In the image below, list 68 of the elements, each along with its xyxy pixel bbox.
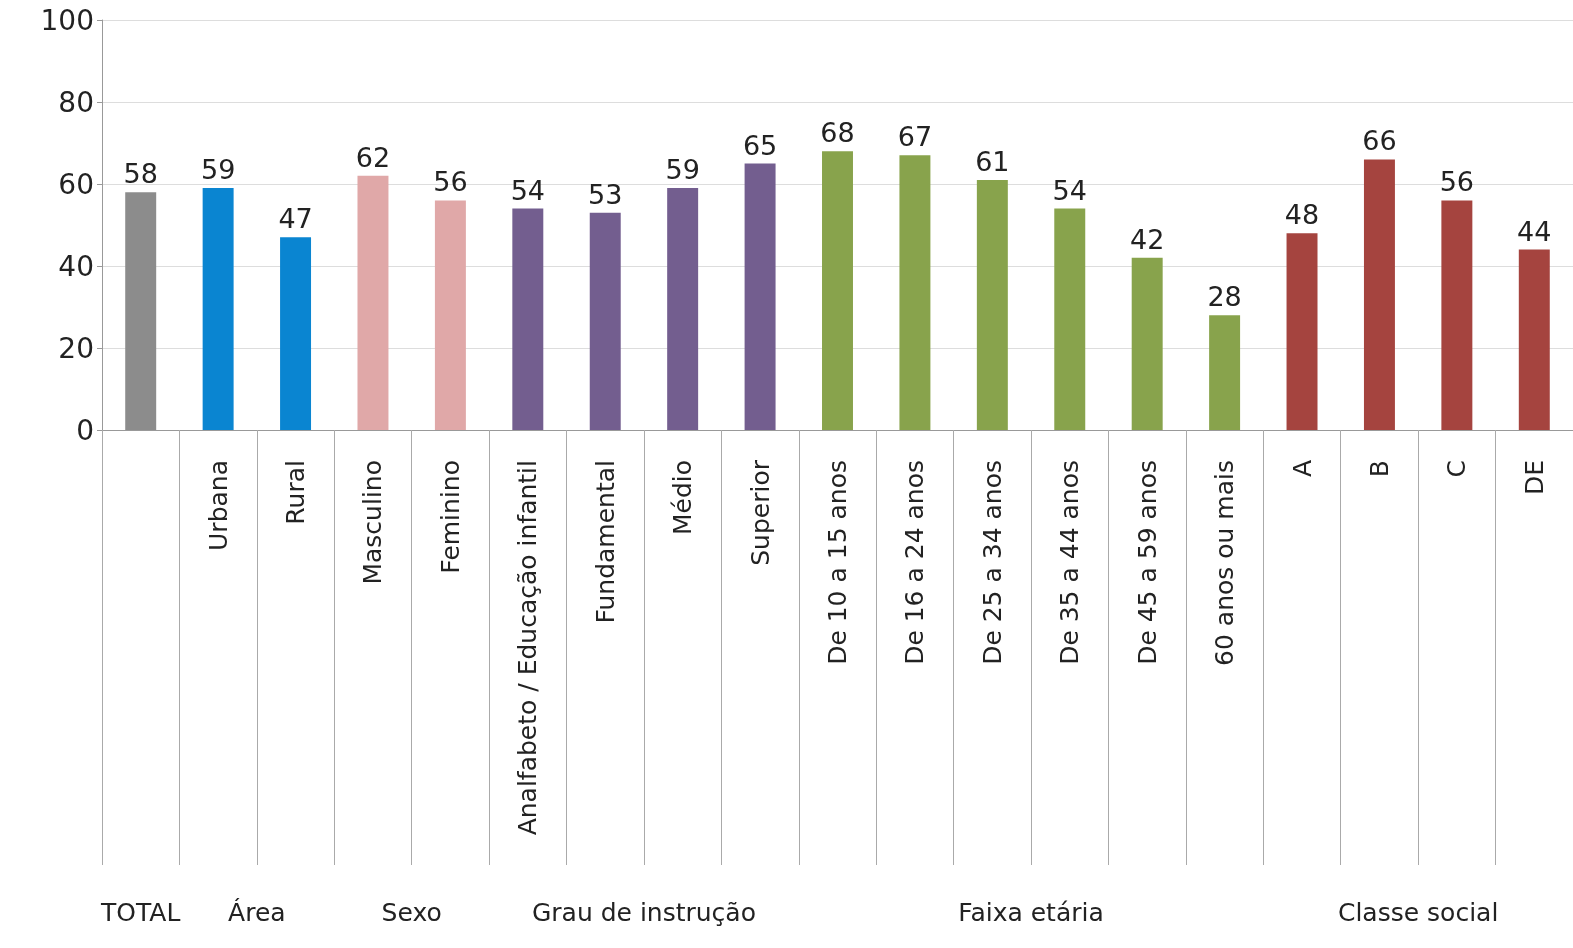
data-label: 44 — [1517, 215, 1552, 247]
data-label: 47 — [278, 203, 313, 235]
data-label: 59 — [200, 154, 236, 186]
y-tick-label: 60 — [58, 167, 94, 201]
data-label: 68 — [820, 117, 855, 149]
text: Grau de instrução — [531, 898, 756, 927]
bar — [1518, 249, 1550, 430]
x-tick-label: B — [1364, 460, 1394, 478]
bar — [280, 237, 312, 430]
y-tick-label: 0 — [76, 413, 94, 447]
x-tick-label: De 25 a 34 anos — [977, 460, 1007, 665]
bar — [1441, 200, 1473, 430]
data-label: 62 — [355, 141, 391, 173]
text: TOTAL — [100, 898, 181, 927]
data-label: 54 — [510, 174, 545, 206]
bar — [202, 188, 234, 430]
x-tick-label: Rural — [281, 460, 311, 525]
data-label: 58 — [123, 158, 158, 190]
bar — [512, 208, 544, 430]
x-tick-label: De 16 a 24 anos — [900, 460, 930, 665]
text: Classe social — [1337, 898, 1499, 927]
x-tick-label: Superior — [745, 459, 775, 566]
x-tick-label: Masculino — [358, 460, 388, 585]
bar — [1363, 159, 1395, 430]
x-tick-label: DE — [1519, 460, 1549, 496]
x-tick-label: C — [1442, 460, 1472, 478]
y-tick-label: 80 — [58, 85, 94, 119]
bar — [976, 179, 1008, 430]
bar — [589, 212, 621, 430]
text: Sexo — [381, 898, 442, 927]
bar — [1054, 208, 1086, 430]
bar — [1131, 257, 1163, 430]
y-tick-label: 100 — [40, 3, 94, 37]
x-tick-label: Feminino — [435, 460, 465, 574]
bar — [744, 163, 776, 430]
x-tick-label: De 45 a 59 anos — [1132, 460, 1162, 665]
data-label: 59 — [665, 154, 700, 186]
data-label: 61 — [975, 145, 1010, 177]
data-label: 56 — [1439, 166, 1475, 198]
bar — [357, 175, 389, 430]
data-label: 67 — [897, 121, 933, 153]
x-tick-label: Analfabeto / Educação infantil — [513, 460, 543, 836]
data-label: 28 — [1207, 281, 1242, 313]
data-label: 65 — [742, 129, 778, 161]
x-tick-label: A — [1287, 460, 1317, 478]
x-tick-label: De 35 a 44 anos — [1055, 460, 1085, 665]
data-label: 66 — [1362, 125, 1397, 157]
data-label: 53 — [588, 178, 623, 210]
x-tick-label: De 10 a 15 anos — [823, 460, 852, 665]
y-tick-label: 40 — [58, 249, 94, 283]
data-label: 48 — [1284, 199, 1320, 231]
y-tick-label: 20 — [58, 331, 94, 365]
bar — [434, 200, 466, 430]
data-label: 54 — [1052, 174, 1087, 206]
data-label: 42 — [1130, 223, 1165, 255]
bar — [822, 151, 853, 430]
text: Área — [228, 898, 286, 927]
bar — [125, 192, 157, 430]
bar — [667, 188, 699, 430]
bar — [899, 155, 931, 430]
data-label: 56 — [433, 166, 468, 198]
bar — [1286, 233, 1318, 430]
text: Faixa etária — [958, 898, 1104, 927]
x-tick-label: 60 anos ou mais — [1210, 460, 1240, 666]
bar — [1209, 315, 1241, 430]
x-tick-label: Fundamental — [590, 460, 620, 624]
x-tick-label: Urbana — [203, 460, 233, 551]
x-tick-label: Médio — [668, 460, 698, 536]
